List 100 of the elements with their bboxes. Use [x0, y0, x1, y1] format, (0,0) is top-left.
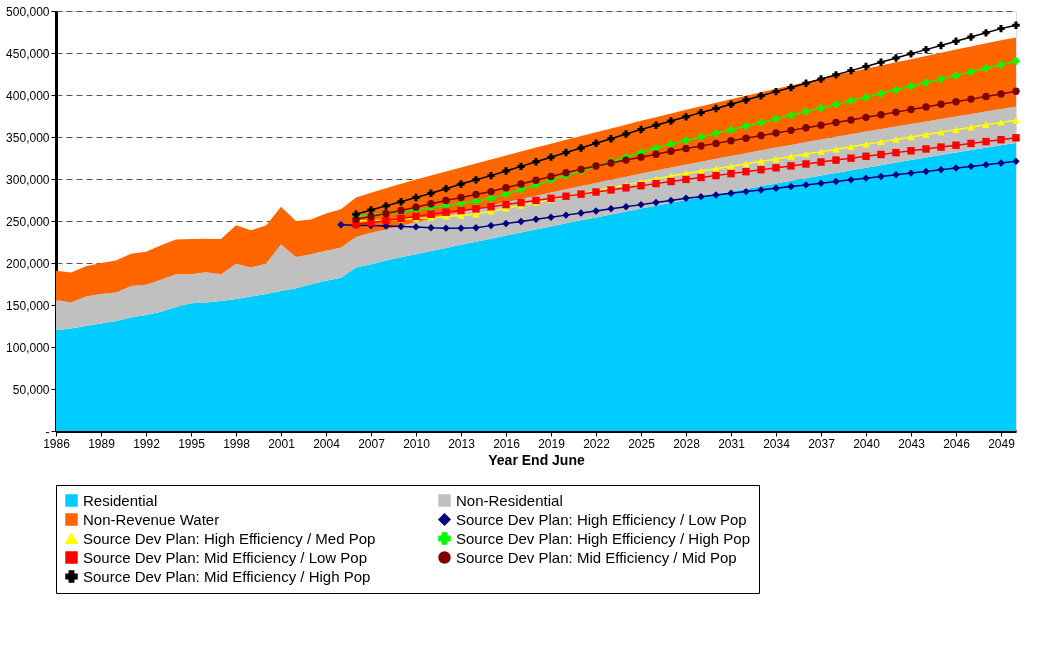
point: [922, 45, 930, 54]
x-tick-label: 2016: [493, 436, 521, 451]
point: [922, 131, 930, 138]
point: [802, 160, 810, 168]
point: [757, 118, 765, 127]
point: [952, 141, 960, 149]
point: [1012, 134, 1020, 142]
y-tick-label: 400,000: [6, 88, 50, 103]
point: [532, 176, 540, 184]
legend-label: Non-Residential: [456, 491, 563, 509]
point: [742, 134, 750, 142]
point: [862, 141, 870, 148]
point: [502, 219, 510, 228]
point: [997, 90, 1005, 98]
point: [742, 96, 750, 104]
x-tick-label: 2001: [268, 436, 296, 451]
point: [967, 95, 975, 103]
x-tick-label: 2043: [898, 436, 926, 451]
point: [997, 119, 1005, 126]
point: [682, 194, 690, 203]
x-axis-title: Year End June: [488, 451, 585, 468]
point: [532, 158, 540, 166]
point: [772, 164, 780, 172]
x-tick-label: 2040: [853, 436, 881, 451]
point: [562, 148, 570, 157]
point: [427, 189, 435, 197]
point: [682, 136, 690, 145]
point: [922, 167, 930, 176]
point: [457, 193, 465, 202]
point: [787, 162, 795, 170]
point: [1012, 57, 1020, 65]
point: [802, 79, 810, 87]
point: [772, 129, 780, 137]
point: [397, 222, 405, 231]
x-tick-label: 1995: [178, 436, 206, 451]
x-tick-label: 2049: [988, 436, 1016, 451]
point: [952, 98, 960, 106]
point: [487, 203, 495, 211]
point: [742, 160, 750, 168]
point: [742, 122, 750, 130]
point: [967, 33, 975, 41]
point: [697, 133, 705, 141]
point: [412, 193, 420, 202]
point: [907, 105, 915, 114]
point: [757, 131, 765, 140]
point: [922, 79, 930, 87]
legend-label: Residential: [83, 491, 158, 509]
x-tick-label: 2025: [628, 436, 656, 451]
point: [817, 158, 825, 166]
point: [652, 144, 660, 152]
point: [652, 150, 660, 158]
point: [937, 75, 945, 83]
point: [847, 143, 855, 150]
y-tick-label: 50,000: [12, 382, 50, 397]
point: [427, 200, 435, 208]
point: [502, 200, 510, 209]
point: [787, 126, 795, 135]
point: [1012, 87, 1020, 95]
point: [832, 71, 840, 79]
x-tick-label: 2010: [403, 436, 431, 451]
point: [367, 206, 375, 214]
point: [892, 108, 900, 116]
point: [517, 180, 525, 188]
point: [817, 104, 825, 112]
point: [982, 137, 990, 146]
point: [652, 198, 660, 207]
point: [442, 208, 450, 216]
point: [697, 173, 705, 182]
x-tick-label: 1992: [133, 436, 161, 451]
point: [877, 138, 885, 146]
point: [472, 190, 480, 199]
point: [907, 50, 915, 58]
point: [817, 148, 825, 155]
point: [712, 165, 720, 172]
point: [757, 166, 765, 174]
x-tick-label: 2004: [313, 436, 341, 451]
point: [982, 64, 990, 72]
point: [487, 187, 495, 196]
point: [517, 217, 525, 226]
x-tick-label: 2031: [718, 436, 746, 451]
legend-label: Source Dev Plan: High Efficiency / Med Pop: [83, 529, 376, 547]
point: [832, 177, 840, 186]
point: [697, 142, 705, 150]
point: [787, 153, 795, 160]
point: [442, 184, 450, 193]
point: [937, 41, 945, 50]
point: [877, 150, 885, 159]
point: [832, 118, 840, 127]
y-tick-label: 500,000: [6, 4, 50, 19]
point: [667, 117, 675, 125]
point: [397, 197, 405, 206]
point: [712, 139, 720, 148]
point: [787, 111, 795, 119]
point: [682, 113, 690, 121]
y-tick-label: -: [45, 424, 50, 439]
point: [982, 121, 990, 129]
point: [997, 135, 1005, 144]
x-tick-label: 2028: [673, 436, 701, 451]
point: [907, 82, 915, 91]
point: [982, 92, 990, 101]
